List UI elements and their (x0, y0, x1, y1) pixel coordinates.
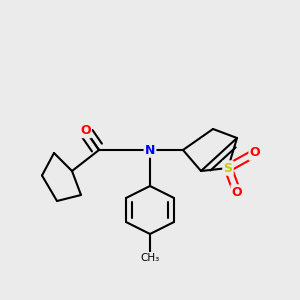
Text: S: S (224, 161, 232, 175)
Text: N: N (145, 143, 155, 157)
Text: CH₃: CH₃ (140, 253, 160, 263)
Text: O: O (232, 185, 242, 199)
Text: O: O (250, 146, 260, 160)
Text: O: O (80, 124, 91, 137)
